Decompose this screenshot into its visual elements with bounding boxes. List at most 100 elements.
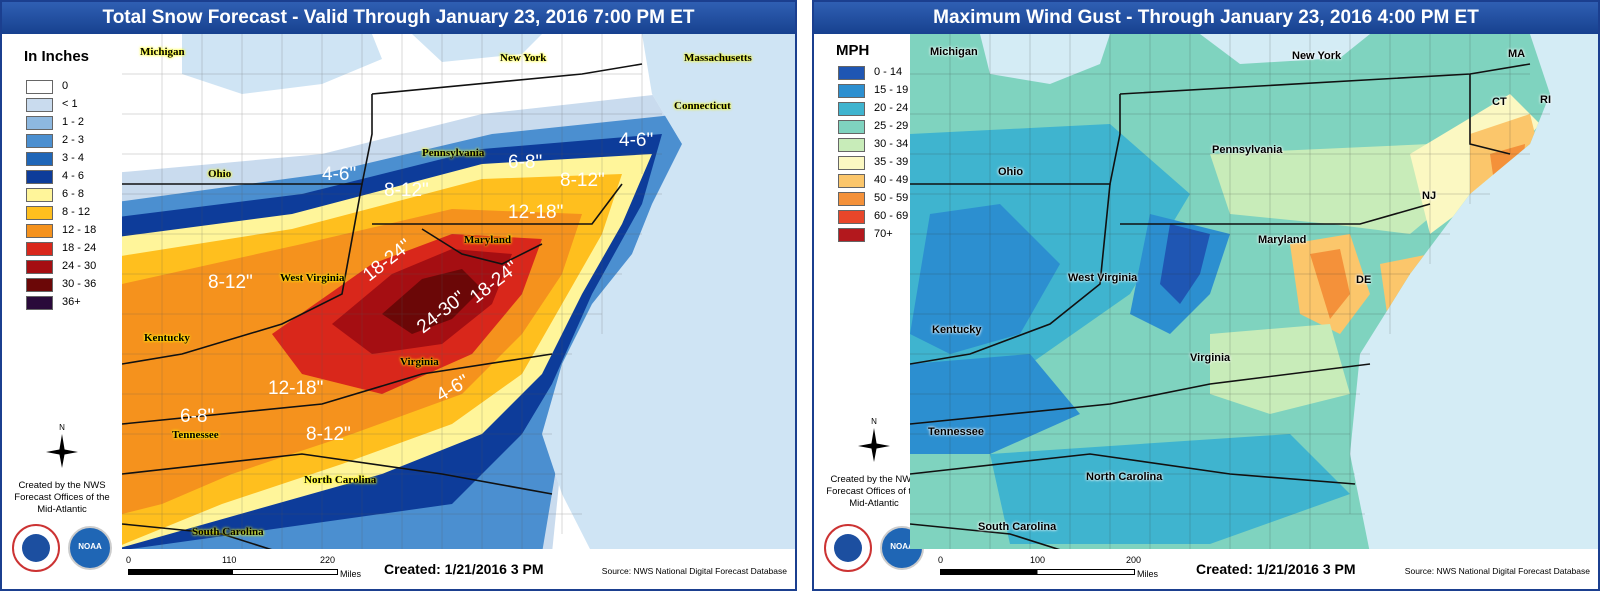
scale-label: 220	[320, 555, 336, 565]
state-label: Massachusetts	[684, 52, 752, 64]
legend-label: < 1	[62, 98, 78, 110]
compass-icon: N	[852, 416, 896, 468]
state-label: Kentucky	[144, 332, 190, 344]
legend-swatch	[26, 224, 53, 238]
agency-logos: NOAA	[824, 524, 934, 574]
legend-swatch	[838, 228, 865, 242]
snow-amount-label: 8-12"	[306, 424, 351, 445]
data-source: Source: NWS National Digital Forecast Da…	[601, 566, 787, 576]
snow-credit-text: Created by the NWS Forecast Offices of t…	[14, 480, 110, 515]
scale-label: 0	[938, 555, 944, 565]
legend-swatch	[838, 174, 865, 188]
legend-label: 30 - 36	[62, 278, 97, 290]
legend-swatch	[838, 192, 865, 206]
state-label: Michigan	[140, 46, 185, 58]
legend-label: 30 - 34	[874, 138, 909, 150]
legend-swatch	[838, 156, 865, 170]
state-label: Virginia	[400, 356, 439, 368]
state-label: South Carolina	[192, 526, 264, 538]
state-label: Ohio	[208, 168, 232, 180]
snow-amount-label: 8-12"	[384, 180, 429, 201]
legend-label: 40 - 49	[874, 174, 909, 186]
state-label: West Virginia	[1068, 272, 1138, 284]
snow-legend-title: In Inches	[24, 48, 90, 65]
legend-label: 24 - 30	[62, 260, 97, 272]
legend-label: 35 - 39	[874, 156, 909, 168]
state-label: Ohio	[998, 166, 1024, 178]
state-label: Virginia	[1190, 352, 1231, 364]
wind-map: Michigan New York MA CT RI Pennsylvania …	[910, 34, 1598, 549]
state-label: RI	[1540, 94, 1551, 106]
noaa-logo-icon: NOAA	[68, 526, 112, 570]
wind-footer: 0 100 200 Miles Created: 1/21/2016 3 PM …	[934, 549, 1598, 589]
state-label: New York	[500, 52, 547, 64]
state-label: West Virginia	[280, 272, 345, 284]
state-label: North Carolina	[304, 474, 377, 486]
state-label: North Carolina	[1086, 471, 1163, 483]
snow-panel-title: Total Snow Forecast - Valid Through Janu…	[2, 2, 795, 34]
scale-unit-label: Miles	[340, 569, 362, 579]
state-label: South Carolina	[978, 521, 1057, 533]
wind-gust-panel: Maximum Wind Gust - Through January 23, …	[812, 0, 1600, 591]
legend-swatch	[26, 80, 53, 94]
snow-forecast-panel: Total Snow Forecast - Valid Through Janu…	[0, 0, 797, 591]
legend-swatch	[838, 66, 865, 80]
legend-swatch	[26, 116, 53, 130]
legend-label: 25 - 29	[874, 120, 909, 132]
scale-label: 0	[126, 555, 132, 565]
legend-label: 2 - 3	[62, 134, 85, 146]
snow-legend: In Inches 0 < 1 1 - 2 2 - 3 3 - 4 4 - 6 6 - 8 8…	[2, 34, 122, 589]
wind-panel-title: Maximum Wind Gust - Through January 23, …	[814, 2, 1598, 34]
state-label: Tennessee	[172, 429, 219, 441]
state-label: Pennsylvania	[422, 147, 485, 159]
scale-bar	[128, 569, 338, 575]
legend-label: 0	[62, 80, 69, 92]
legend-swatch	[838, 84, 865, 98]
scale-unit-label: Miles	[1137, 569, 1159, 579]
snow-amount-label: 8-12"	[560, 170, 605, 191]
legend-label: 60 - 69	[874, 210, 909, 222]
scale-bar	[940, 569, 1135, 575]
legend-label: 12 - 18	[62, 224, 97, 236]
compass-n-label: N	[59, 423, 65, 432]
legend-swatch	[26, 170, 53, 184]
state-label: Tennessee	[928, 426, 985, 438]
scale-label: 200	[1126, 555, 1142, 565]
nws-logo-icon	[824, 524, 872, 572]
snow-amount-label: 12-18"	[268, 378, 324, 399]
legend-swatch	[26, 260, 53, 274]
wind-credit-text: Created by the NWS Forecast Offices of t…	[826, 474, 922, 509]
state-label: CT	[1492, 96, 1507, 108]
created-date: Created: 1/21/2016 3 PM	[1196, 561, 1356, 577]
legend-swatch	[26, 152, 53, 166]
data-source: Source: NWS National Digital Forecast Da…	[1404, 566, 1590, 576]
wind-legend-title: MPH	[836, 42, 870, 59]
legend-swatch	[26, 134, 53, 148]
snow-amount-label: 8-12"	[208, 272, 253, 293]
legend-swatch	[26, 278, 53, 292]
legend-swatch	[26, 296, 53, 310]
legend-swatch	[838, 120, 865, 134]
snow-amount-label: 6-8"	[180, 406, 215, 427]
legend-swatch	[838, 210, 865, 224]
compass-icon: N	[40, 422, 84, 474]
legend-label: 1 - 2	[62, 116, 85, 128]
state-label: Pennsylvania	[1212, 144, 1283, 156]
nws-logo-icon	[12, 524, 60, 572]
legend-label: 0 - 14	[874, 66, 903, 78]
state-label: Kentucky	[932, 324, 982, 336]
state-label: Maryland	[464, 234, 512, 246]
legend-label: 50 - 59	[874, 192, 909, 204]
legend-label: 18 - 24	[62, 242, 97, 254]
legend-label: 3 - 4	[62, 152, 85, 164]
snow-amount-label: 12-18"	[508, 202, 564, 223]
legend-swatch	[26, 206, 53, 220]
legend-swatch	[838, 102, 865, 116]
snow-map: Michigan New York Massachusetts Connecti…	[122, 34, 795, 549]
state-label: MA	[1508, 48, 1526, 60]
legend-label: 70+	[874, 228, 893, 240]
legend-label: 4 - 6	[62, 170, 85, 182]
state-label: NJ	[1422, 190, 1437, 202]
legend-swatch	[26, 242, 53, 256]
legend-label: 8 - 12	[62, 206, 91, 218]
